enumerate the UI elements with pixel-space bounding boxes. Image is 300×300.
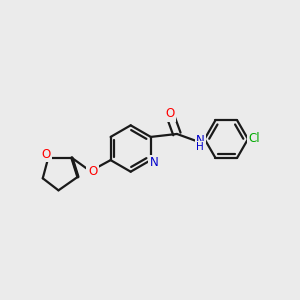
Text: N: N	[150, 156, 159, 169]
Text: N: N	[196, 134, 205, 147]
Text: O: O	[88, 166, 98, 178]
Text: O: O	[41, 148, 50, 161]
Text: Cl: Cl	[249, 132, 260, 145]
Text: O: O	[165, 107, 174, 120]
Text: H: H	[196, 142, 204, 152]
